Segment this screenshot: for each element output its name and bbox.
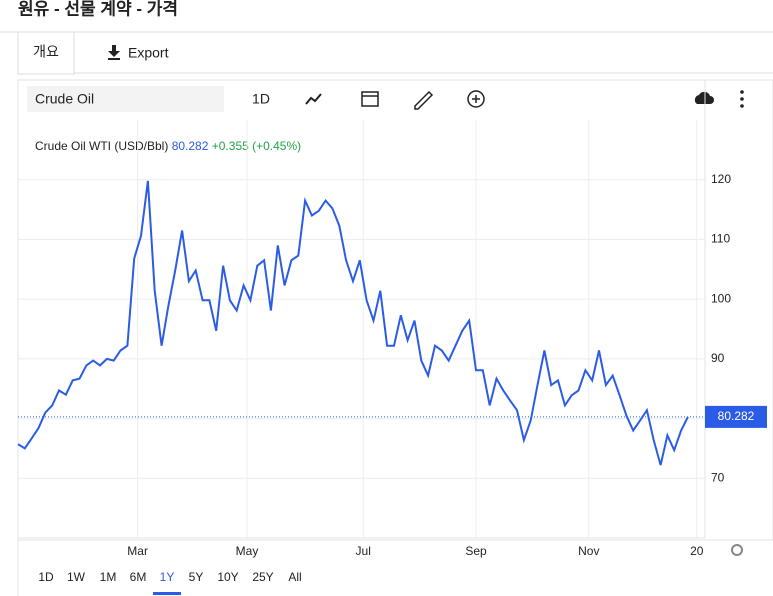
x-tick-label: Jul <box>356 544 371 558</box>
range-button[interactable]: 1Y <box>160 570 175 584</box>
range-button[interactable]: 6M <box>130 570 147 584</box>
calendar-icon[interactable] <box>361 91 379 107</box>
symbol[interactable]: Crude Oil <box>35 91 94 107</box>
tab[interactable]: 개요 <box>33 44 59 60</box>
price-label-box <box>705 405 767 428</box>
y-tick-label: 100 <box>711 291 731 305</box>
series-name: Crude Oil WTI (USD/Bbl) <box>35 139 168 153</box>
tab[interactable]: Export <box>128 45 169 61</box>
plot <box>18 120 705 538</box>
last-value: 80.282 <box>172 139 209 153</box>
y-tick-label: 110 <box>711 232 730 246</box>
price-line <box>17 180 689 466</box>
range-underline <box>153 592 181 595</box>
change: +0.355 (+0.45%) <box>212 139 301 153</box>
settings-icon[interactable] <box>731 544 743 556</box>
symbol-input[interactable] <box>27 86 224 112</box>
range-button[interactable]: 1W <box>67 570 86 584</box>
price-label: 80.282 <box>718 409 755 423</box>
x-tick-label: 20 <box>690 544 704 558</box>
x-tick-label: Nov <box>578 544 599 558</box>
interval[interactable]: 1D <box>252 91 270 107</box>
range-button[interactable]: 5Y <box>189 570 204 584</box>
range-button[interactable]: All <box>288 570 301 584</box>
x-tick-label: Sep <box>465 544 487 558</box>
x-tick-label: May <box>236 544 259 558</box>
range-button[interactable]: 10Y <box>217 570 238 584</box>
tab-active[interactable] <box>17 31 75 75</box>
download-icon <box>108 45 120 60</box>
chart-frame <box>17 79 773 541</box>
range-button[interactable]: 25Y <box>252 570 273 584</box>
add-icon[interactable] <box>467 90 485 108</box>
range-button[interactable]: 1D <box>38 570 54 584</box>
range-button[interactable]: 1M <box>100 570 117 584</box>
page-title: 원유 - 선물 계약 - 가격 <box>18 0 178 18</box>
legend: Crude Oil WTI (USD/Bbl) 80.282 +0.355 (+… <box>35 139 301 153</box>
chart-type-icon[interactable] <box>305 93 322 105</box>
y-tick-label: 70 <box>711 470 725 484</box>
menu-icon[interactable] <box>740 90 744 108</box>
cloud-icon[interactable] <box>694 91 714 104</box>
draw-icon[interactable] <box>414 90 434 110</box>
y-tick-label: 120 <box>711 172 731 186</box>
y-tick-label: 90 <box>711 351 725 365</box>
x-tick-label: Mar <box>127 544 148 558</box>
